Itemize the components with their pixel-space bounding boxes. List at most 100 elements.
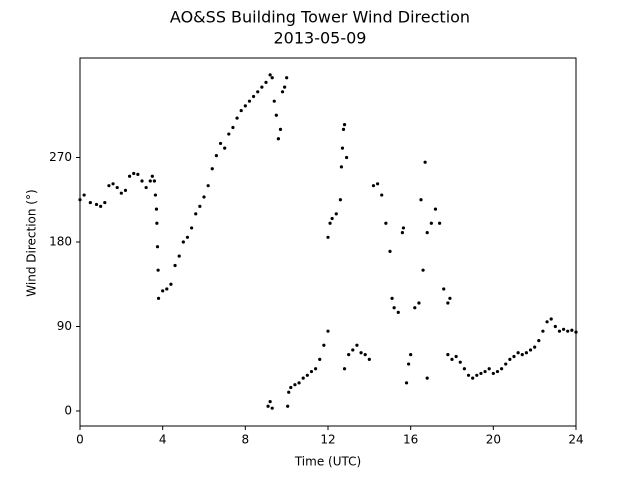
point bbox=[169, 282, 173, 286]
point bbox=[342, 367, 347, 371]
point bbox=[266, 404, 270, 408]
chart-subtitle: 2013-05-09 bbox=[274, 29, 367, 48]
point bbox=[256, 90, 260, 94]
point bbox=[103, 200, 107, 205]
point bbox=[491, 371, 495, 376]
point bbox=[278, 127, 283, 131]
point bbox=[574, 330, 578, 334]
point bbox=[528, 348, 533, 352]
y-tick-label: 180 bbox=[49, 235, 72, 249]
point bbox=[533, 345, 537, 349]
point bbox=[252, 94, 256, 99]
point bbox=[367, 357, 371, 361]
point bbox=[99, 204, 103, 208]
point bbox=[276, 137, 280, 141]
point bbox=[231, 125, 235, 130]
point bbox=[401, 226, 406, 230]
point bbox=[297, 381, 301, 385]
point bbox=[194, 212, 198, 216]
point bbox=[140, 179, 144, 183]
point bbox=[400, 231, 404, 235]
y-tick-label: 90 bbox=[57, 319, 72, 333]
point bbox=[115, 185, 119, 190]
point bbox=[566, 329, 570, 333]
point bbox=[318, 357, 322, 361]
point bbox=[283, 85, 287, 89]
x-tick-label: 8 bbox=[242, 433, 250, 447]
point bbox=[376, 182, 380, 186]
point bbox=[227, 132, 231, 136]
point bbox=[351, 348, 355, 352]
x-tick-label: 24 bbox=[568, 433, 583, 447]
point bbox=[462, 367, 466, 371]
point bbox=[305, 373, 309, 377]
point bbox=[289, 385, 293, 390]
point bbox=[214, 154, 218, 158]
point bbox=[119, 191, 123, 195]
point bbox=[423, 160, 427, 164]
point bbox=[82, 193, 86, 197]
chart-title: AO&SS Building Tower Wind Direction bbox=[170, 8, 470, 27]
point bbox=[483, 369, 487, 374]
point bbox=[421, 268, 425, 272]
point bbox=[286, 404, 290, 408]
point bbox=[156, 296, 161, 300]
point bbox=[326, 329, 330, 333]
point bbox=[553, 324, 557, 329]
point bbox=[342, 123, 347, 127]
point bbox=[198, 204, 202, 208]
point bbox=[270, 76, 274, 80]
x-tick-label: 0 bbox=[76, 433, 84, 447]
point bbox=[239, 108, 243, 113]
point bbox=[274, 113, 278, 117]
point bbox=[442, 287, 446, 291]
point bbox=[235, 116, 239, 120]
point bbox=[260, 85, 264, 89]
point bbox=[144, 185, 148, 190]
point bbox=[562, 327, 566, 331]
point bbox=[524, 351, 529, 355]
point bbox=[285, 76, 289, 80]
point bbox=[371, 184, 376, 188]
y-tick-label: 270 bbox=[49, 150, 72, 164]
point bbox=[446, 353, 450, 357]
x-tick-label: 12 bbox=[320, 433, 335, 447]
point bbox=[557, 329, 562, 333]
point bbox=[210, 167, 214, 171]
point bbox=[88, 200, 92, 205]
point bbox=[425, 376, 429, 380]
point bbox=[475, 373, 479, 377]
point bbox=[570, 328, 574, 332]
x-tick-label: 4 bbox=[159, 433, 167, 447]
point bbox=[347, 353, 351, 357]
point bbox=[268, 399, 272, 404]
point bbox=[322, 343, 326, 347]
point bbox=[549, 317, 553, 321]
x-axis-label: Time (UTC) bbox=[294, 455, 361, 469]
point bbox=[156, 268, 160, 272]
point bbox=[512, 354, 516, 359]
point bbox=[154, 207, 159, 211]
point bbox=[185, 235, 190, 239]
point bbox=[338, 198, 342, 202]
point bbox=[223, 146, 227, 150]
point bbox=[150, 174, 154, 178]
point bbox=[123, 188, 128, 192]
point bbox=[363, 353, 367, 357]
point bbox=[516, 351, 520, 355]
point bbox=[128, 174, 132, 178]
point bbox=[153, 193, 158, 197]
point bbox=[433, 207, 438, 211]
point bbox=[155, 221, 159, 225]
point bbox=[388, 249, 392, 253]
point bbox=[417, 301, 421, 305]
point bbox=[479, 371, 483, 376]
point bbox=[409, 353, 413, 357]
point bbox=[392, 306, 396, 310]
point bbox=[148, 179, 152, 183]
point bbox=[264, 80, 268, 85]
point bbox=[293, 383, 297, 387]
point bbox=[500, 367, 504, 371]
point bbox=[309, 369, 314, 374]
